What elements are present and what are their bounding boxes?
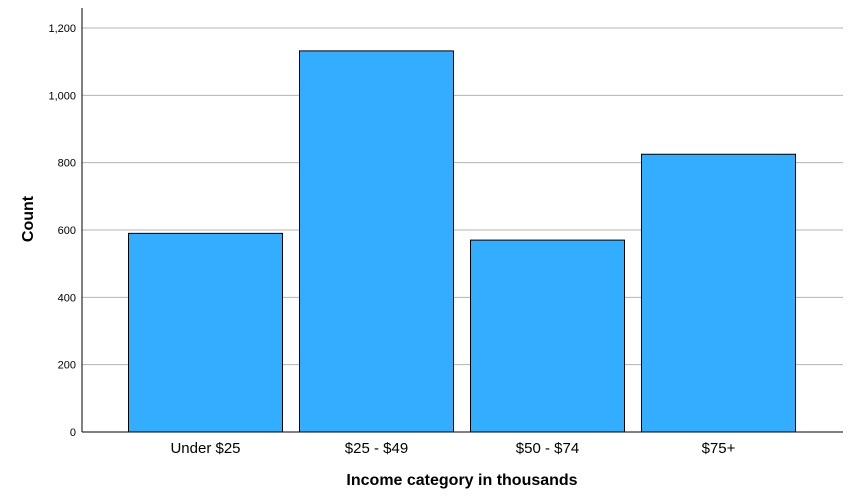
y-axis-title: Count: [20, 195, 37, 242]
x-tick-labels: Under $25 $25 - $49 $50 - $74 $75+: [170, 440, 735, 457]
bar: [128, 232, 283, 433]
x-tick-label: $75+: [702, 440, 736, 457]
x-axis-title: Income category in thousands: [346, 472, 577, 489]
y-tick-label: 1,000: [48, 90, 76, 102]
y-tick-label: 0: [70, 427, 76, 439]
bar: [641, 153, 796, 433]
y-tick-label: 800: [58, 158, 76, 170]
y-tick-labels: 0 200 400 600 800 1,000 1,200: [48, 23, 76, 439]
y-tick-label: 200: [58, 360, 76, 372]
bar: [299, 50, 454, 433]
bar: [470, 239, 625, 433]
x-tick-label: Under $25: [170, 440, 240, 457]
x-tick-label: $50 - $74: [516, 440, 579, 457]
axes: [81, 8, 843, 433]
y-tick-label: 400: [58, 292, 76, 304]
y-tick-label: 1,200: [48, 23, 76, 35]
x-tick-label: $25 - $49: [345, 440, 408, 457]
bars: [128, 50, 796, 433]
y-tick-label: 600: [58, 225, 76, 237]
